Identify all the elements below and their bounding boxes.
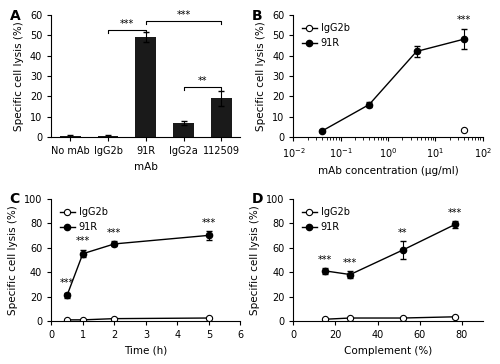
X-axis label: mAb: mAb: [134, 162, 158, 172]
Y-axis label: Specific cell lysis (%): Specific cell lysis (%): [256, 21, 266, 131]
Legend: IgG2b, 91R: IgG2b, 91R: [298, 20, 354, 52]
Text: D: D: [252, 193, 264, 206]
Text: A: A: [10, 9, 20, 23]
Text: ***: ***: [120, 19, 134, 29]
Legend: IgG2b, 91R: IgG2b, 91R: [298, 203, 354, 236]
Y-axis label: Specific cell lysis (%): Specific cell lysis (%): [250, 205, 260, 315]
Text: ***: ***: [76, 236, 90, 246]
Legend: IgG2b, 91R: IgG2b, 91R: [56, 203, 112, 236]
Bar: [211, 98, 232, 137]
X-axis label: mAb concentration (μg/ml): mAb concentration (μg/ml): [318, 166, 458, 175]
Text: ***: ***: [318, 255, 332, 265]
X-axis label: Time (h): Time (h): [124, 346, 168, 356]
Text: C: C: [10, 193, 20, 206]
Y-axis label: Specific cell lysis (%): Specific cell lysis (%): [14, 21, 24, 131]
Text: ***: ***: [176, 10, 191, 20]
Text: ***: ***: [448, 208, 462, 218]
Bar: [98, 136, 118, 137]
Text: **: **: [398, 228, 407, 238]
Y-axis label: Specific cell lysis (%): Specific cell lysis (%): [8, 205, 18, 315]
Bar: [174, 123, 194, 137]
Text: B: B: [252, 9, 262, 23]
X-axis label: Complement (%): Complement (%): [344, 346, 432, 356]
Text: ***: ***: [202, 218, 216, 228]
Text: ***: ***: [343, 258, 357, 268]
Text: ***: ***: [456, 15, 471, 25]
Bar: [60, 136, 80, 137]
Text: ***: ***: [60, 278, 74, 288]
Bar: [136, 37, 156, 137]
Text: **: **: [198, 76, 207, 86]
Text: ***: ***: [107, 228, 122, 238]
